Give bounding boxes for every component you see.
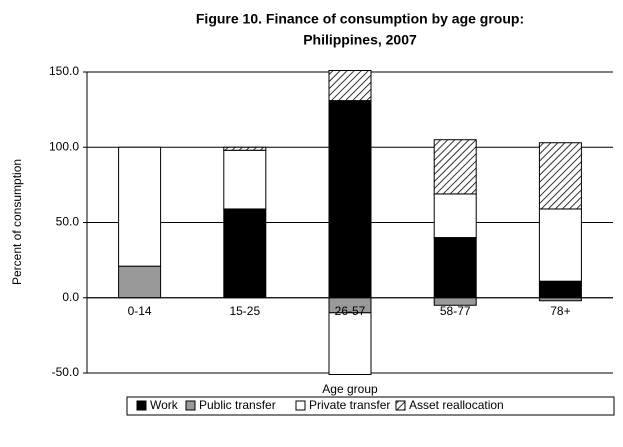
bar-segment <box>433 193 477 239</box>
x-axis-label: Age group <box>322 382 378 396</box>
legend-swatch <box>395 400 406 411</box>
legend-swatch <box>185 400 196 411</box>
bar-segment <box>328 312 372 376</box>
bar-segment <box>433 237 477 299</box>
y-tick-label: 50.0 <box>56 215 80 229</box>
legend-label: Private transfer <box>309 398 390 412</box>
x-tick-label: 15-25 <box>229 304 260 318</box>
y-axis-label: Percent of consumption <box>10 159 24 285</box>
bar-segment <box>433 139 477 195</box>
bar-segment <box>538 208 582 282</box>
legend-label: Public transfer <box>199 398 276 412</box>
legend-label: Work <box>150 398 179 412</box>
bar-segment <box>538 280 582 299</box>
chart-title: Figure 10. Finance of consumption by age… <box>196 11 524 27</box>
x-tick-label: 58-77 <box>440 304 471 318</box>
bar-segment <box>118 146 162 267</box>
chart-title: Philippines, 2007 <box>303 32 417 48</box>
bar-segment <box>118 265 162 299</box>
legend-swatch <box>295 400 306 411</box>
bar-segment <box>538 142 582 210</box>
legend-box <box>126 396 615 416</box>
y-tick-label: -50.0 <box>52 365 80 379</box>
y-tick-label: 0.0 <box>62 290 79 304</box>
x-tick-label: 26-57 <box>335 304 366 318</box>
x-tick-label: 78+ <box>550 304 570 318</box>
bar-segment <box>328 69 372 102</box>
bar-segment <box>223 146 267 151</box>
legend-swatch <box>136 400 147 411</box>
y-tick-label: 100.0 <box>49 139 79 153</box>
y-tick-label: 150.0 <box>49 64 79 78</box>
bar-segment <box>223 149 267 210</box>
x-tick-label: 0-14 <box>128 304 152 318</box>
bar-segment <box>223 208 267 299</box>
bar-segment <box>328 100 372 299</box>
legend-label: Asset reallocation <box>409 398 504 412</box>
